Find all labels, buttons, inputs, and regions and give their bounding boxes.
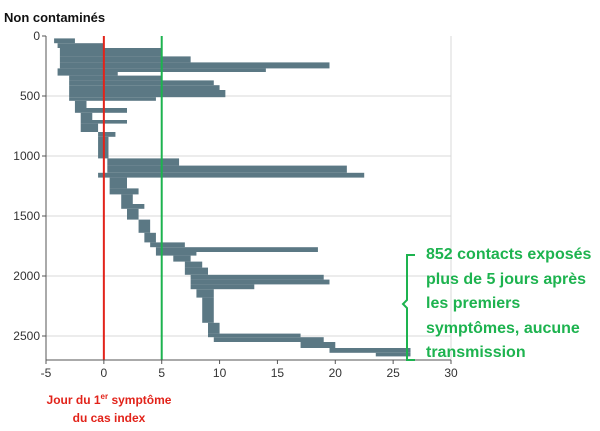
bar-31 (155, 252, 197, 256)
bar-36 (190, 279, 330, 285)
y-tick-label-1500: 1500 (13, 209, 40, 223)
bar-12 (74, 100, 87, 108)
bar-group (54, 38, 411, 357)
bar-2 (59, 48, 162, 57)
reference-lines (102, 36, 163, 360)
x-tick-label-25: 25 (386, 366, 400, 380)
y-tick-label-1000: 1000 (13, 149, 40, 163)
bar-14 (80, 112, 93, 120)
bar-26 (127, 208, 139, 220)
bar-13 (74, 108, 127, 113)
annotation-line: symptômes, aucune (426, 319, 580, 337)
axes (45, 36, 451, 361)
x-caption-part-2: symptôme (108, 393, 172, 407)
bar-10 (69, 90, 226, 98)
bar-25 (121, 204, 145, 209)
annotation-line: plus de 5 jours après (426, 270, 587, 288)
x-caption-part-1: Jour du 1 (46, 393, 101, 407)
bar-45 (375, 352, 411, 357)
bar-1 (57, 43, 104, 48)
bar-22 (109, 177, 127, 189)
bar-29 (150, 242, 185, 248)
bar-39 (202, 297, 214, 323)
bar-38 (196, 289, 214, 298)
bar-32 (173, 255, 191, 262)
y-axis-title: Non contaminés (4, 10, 106, 25)
bar-27 (138, 219, 151, 233)
bar-28 (144, 232, 156, 243)
y-tick-label-2500: 2500 (13, 329, 40, 343)
x-tick-label-15: 15 (271, 366, 285, 380)
x-axis-caption: Jour du 1er symptôme du cas index (24, 388, 194, 427)
bar-34 (184, 267, 208, 275)
bar-11 (69, 97, 156, 101)
bar-44 (329, 348, 411, 353)
y-tick-label-0: 0 (33, 29, 40, 43)
x-tick-label-30: 30 (444, 366, 458, 380)
bar-7 (69, 75, 162, 81)
y-tick-label-500: 500 (20, 89, 40, 103)
bar-8 (69, 80, 214, 86)
bar-35 (190, 274, 324, 280)
bar-19 (107, 158, 180, 166)
bar-42 (213, 337, 324, 342)
bar-6 (57, 72, 118, 76)
x-caption-superscript: er (100, 392, 109, 401)
bar-23 (109, 188, 139, 195)
bar-33 (184, 261, 203, 268)
bar-16 (80, 123, 99, 132)
bar-4 (59, 62, 330, 69)
x-tick-label-10: 10 (213, 366, 227, 380)
bar-3 (59, 56, 191, 63)
bar-40 (208, 322, 220, 334)
annotation-text: 852 contacts exposés plus de 5 jours apr… (426, 243, 598, 366)
bar-41 (208, 333, 301, 338)
bar-0 (54, 38, 75, 44)
annotation-line: transmission (426, 344, 526, 361)
bar-21 (98, 172, 365, 178)
x-tick-label--5: -5 (41, 366, 52, 380)
bar-30 (155, 247, 318, 252)
bar-24 (121, 194, 133, 204)
bar-20 (107, 165, 347, 173)
bar-17 (98, 132, 116, 137)
bar-43 (300, 342, 336, 348)
annotation-bracket (401, 254, 415, 361)
annotation-line: les premiers (426, 295, 521, 312)
x-tick-label-5: 5 (158, 366, 165, 380)
x-tick-label-20: 20 (329, 366, 343, 380)
bar-9 (69, 85, 220, 90)
tick-labels: -5 0 5 10 15 20 25 30 0 500 1000 1500 2000 2500 (13, 29, 458, 380)
x-caption-part-3: du cas index (72, 411, 146, 425)
bar-37 (190, 284, 255, 290)
y-tick-label-2000: 2000 (13, 269, 40, 283)
x-tick-label-0: 0 (101, 366, 108, 380)
annotation-line: 852 contacts exposés (426, 246, 592, 263)
